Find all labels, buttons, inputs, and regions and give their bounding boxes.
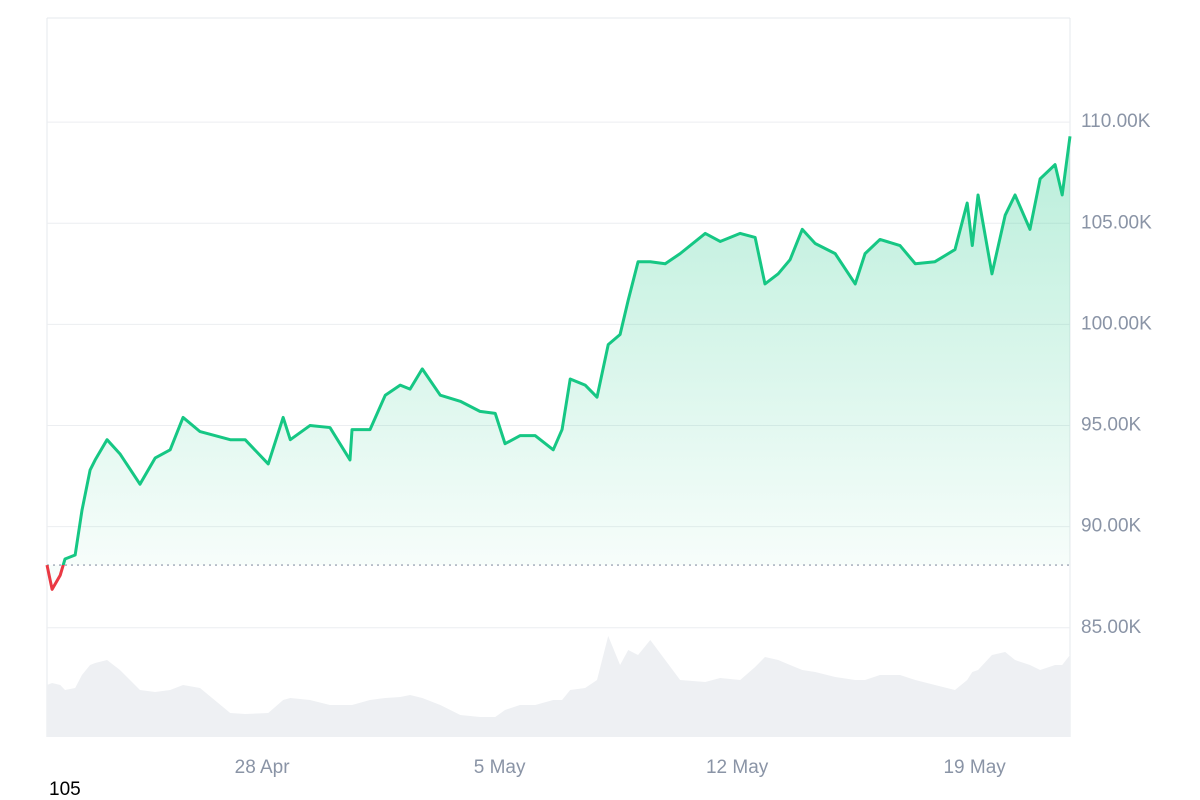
y-tick-label: 110.00K xyxy=(1081,111,1151,132)
price-line xyxy=(45,136,1072,591)
y-tick-label: 95.00K xyxy=(1081,415,1142,436)
footnote: 105 xyxy=(49,779,81,800)
y-tick-label: 85.00K xyxy=(1081,617,1142,638)
y-tick-label: 105.00K xyxy=(1081,212,1152,233)
price-area xyxy=(47,136,1070,590)
x-tick-label: 19 May xyxy=(943,757,1006,778)
x-tick-label: 12 May xyxy=(706,757,769,778)
x-tick-label: 5 May xyxy=(474,757,526,778)
y-tick-label: 100.00K xyxy=(1081,313,1152,334)
y-tick-label: 90.00K xyxy=(1081,516,1142,537)
x-tick-label: 28 Apr xyxy=(235,757,291,778)
volume-area xyxy=(47,636,1070,737)
